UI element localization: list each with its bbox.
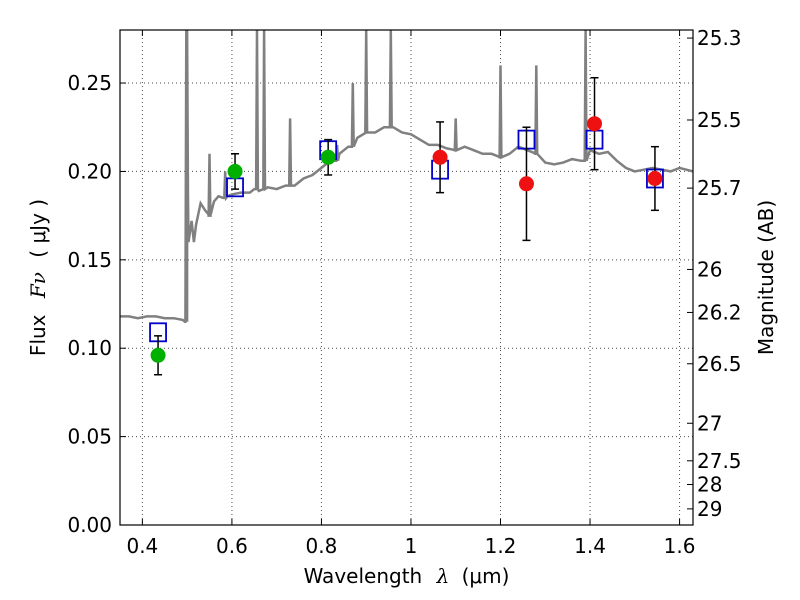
y-tick-label: 0.25 [67,71,112,95]
magnitude-tick-label: 27 [697,411,722,435]
magnitude-tick-label: 26.2 [697,300,742,324]
x-axis-label-unit: (μm) [462,564,510,588]
x-axis-label-text: Wavelength [304,564,423,588]
y-tick-label: 0.15 [67,248,112,272]
tick-marks [120,30,693,526]
x-tick-label: 0.8 [306,534,338,558]
magnitude-tick-label: 29 [697,497,722,521]
x-tick-label: 1.2 [485,534,517,558]
optical-data-point [227,163,243,179]
magnitude-tick-label: 25.3 [697,26,742,50]
y-tick-label: 0.10 [67,336,112,360]
x-tick-label: 0.4 [126,534,158,558]
x-tick-label: 1.4 [574,534,606,558]
tick-labels: 0.4 0.6 0.8 1 1.2 1.4 1.6 0.00 0.05 0.10 0.15 0.20 0… [67,26,741,558]
plot-frame [119,29,694,526]
magnitude-tick-label: 25.7 [697,176,742,200]
y-tick-label: 0.05 [67,425,112,449]
nir-data-point [518,176,534,192]
magnitude-tick-label: 25.5 [697,108,742,132]
magnitude-tick-label: 26 [697,257,722,281]
spectrum-layer [120,30,693,323]
x-tick-label: 1 [405,534,418,558]
y-axis-label-symbol: Fν [26,272,50,299]
y-axis-label-unit: ( μJy ) [26,199,50,258]
magnitude-tick-label: 26.5 [697,352,742,376]
nir-data-point [587,116,603,132]
y-tick-label: 0.00 [67,513,112,537]
points-layer [149,76,664,376]
optical-data-point [320,149,336,165]
x-tick-label: 0.6 [216,534,248,558]
spectrum-line [120,30,693,323]
y-axis-label-text: Flux [26,314,50,356]
nir-data-point [432,149,448,165]
x-axis-label-symbol: λ [436,564,450,588]
magnitude-tick-label: 27.5 [697,449,742,473]
optical-data-point [150,347,166,363]
magnitude-axis-label: Magnitude (AB) [754,200,778,355]
y-tick-label: 0.20 [67,159,112,183]
x-axis-label: Wavelength λ (μm) [304,564,510,588]
y-axis-label: Flux Fν ( μJy ) [26,199,50,356]
x-tick-label: 1.6 [664,534,696,558]
nir-data-point [647,171,663,186]
grid-lines [120,30,693,526]
magnitude-tick-label: 28 [697,472,722,496]
